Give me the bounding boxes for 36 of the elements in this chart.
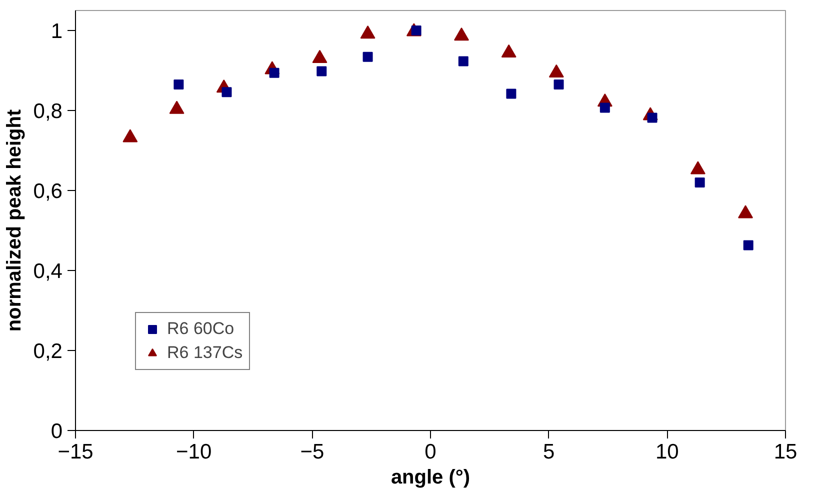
point (743, 240, 754, 250)
y-tick-label: 0,4 (33, 260, 63, 283)
y-axis-title: normalized peak height (3, 109, 26, 332)
legend-label: R6 60Co (167, 319, 234, 339)
point (694, 178, 705, 188)
x-tick-label: −5 (300, 440, 324, 464)
y-tick-label: 0,8 (33, 100, 63, 123)
x-tick-label: 5 (542, 440, 555, 464)
point (316, 66, 327, 76)
y-tick-label: 0,2 (33, 340, 63, 363)
point (548, 64, 564, 78)
point (122, 129, 138, 142)
y-tick-label: 0,6 (33, 180, 63, 203)
x-tick-label: −10 (176, 440, 212, 464)
point (222, 87, 232, 98)
point (454, 28, 470, 41)
point (312, 50, 328, 64)
x-tick-label: 0 (424, 440, 436, 464)
y-tick-label: 0 (50, 420, 63, 443)
point (501, 44, 516, 58)
point (174, 80, 184, 90)
x-axis-title: angle (°) (390, 466, 470, 488)
point (690, 161, 706, 174)
point (458, 56, 468, 66)
point (506, 88, 516, 99)
point (600, 102, 610, 113)
legend-label: R6 137Cs (167, 343, 243, 363)
point (362, 52, 373, 62)
point (738, 205, 754, 218)
y-tick-label: 1 (50, 20, 63, 43)
point (169, 100, 184, 114)
point (360, 26, 376, 39)
point (554, 80, 564, 90)
x-tick-label: −15 (58, 440, 94, 464)
x-tick-label: 15 (774, 440, 798, 464)
x-tick-label: 10 (655, 440, 679, 464)
